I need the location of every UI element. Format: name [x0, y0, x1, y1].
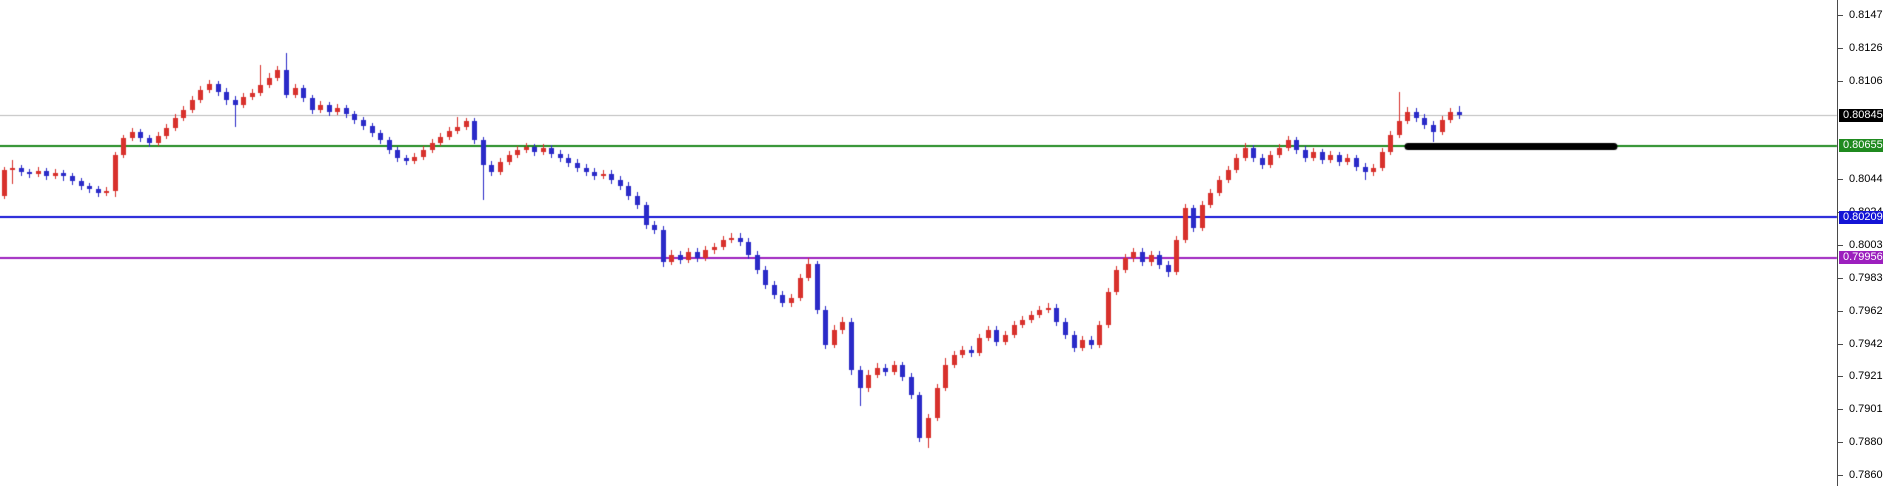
candlestick-chart-canvas[interactable]: [0, 0, 1883, 486]
trading-chart-window: 0.814700.812650.810600.804450.802400.800…: [0, 0, 1883, 486]
